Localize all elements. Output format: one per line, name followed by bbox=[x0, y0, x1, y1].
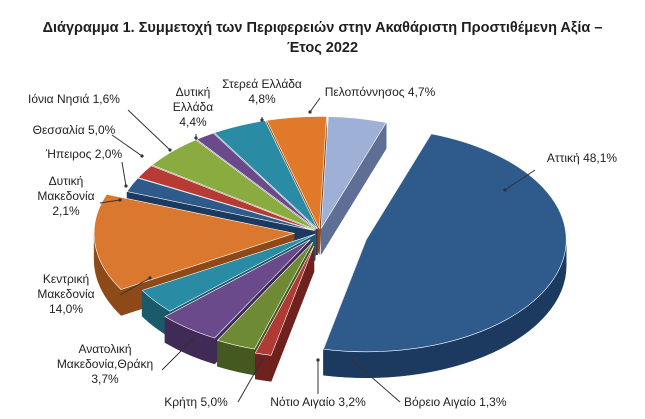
slice-label-line: 2,1% bbox=[52, 204, 80, 218]
leader-line bbox=[351, 359, 401, 403]
pie-slice bbox=[254, 245, 315, 382]
slice-label-line: 14,0% bbox=[49, 302, 83, 316]
leader-dot bbox=[168, 148, 172, 152]
slice-top bbox=[266, 116, 327, 230]
leader-line bbox=[121, 161, 127, 187]
slice-top bbox=[213, 120, 318, 229]
slice-label: Αττική 48,1% bbox=[547, 151, 618, 165]
leader-dot bbox=[148, 276, 152, 280]
slice-label-line: 4,4% bbox=[179, 115, 207, 129]
slice-label: Ήπειρος 2,0% bbox=[45, 147, 123, 161]
slice-label-line: 3,7% bbox=[91, 372, 119, 386]
slice-label: Στερεά Ελλάδα 4,8% bbox=[222, 77, 302, 106]
leader-dot bbox=[350, 358, 354, 362]
leader-line bbox=[119, 277, 151, 296]
slice-label-line: Ανατολική bbox=[78, 342, 131, 356]
slice-label: Κεντρική Μακεδονία 14,0% bbox=[37, 272, 94, 316]
slice-label: Ιόνια Νησιά 1,6% bbox=[28, 92, 120, 106]
slice-label: Ανατολική Μακεδονία,Θράκη 3,7% bbox=[57, 342, 153, 386]
slice-label-line: Αττική 48,1% bbox=[547, 151, 618, 165]
leader-dot bbox=[190, 338, 194, 342]
leader-dot bbox=[260, 358, 264, 362]
slice-label-line: Κεντρική bbox=[43, 272, 89, 286]
leader-line bbox=[99, 199, 121, 204]
slice-top bbox=[137, 165, 315, 231]
slice-label-line: Ελλάδα bbox=[173, 100, 213, 114]
leader-dot bbox=[194, 136, 198, 140]
slice-top bbox=[323, 133, 567, 353]
slice-label: Νότιο Αιγαίο 3,2% bbox=[270, 395, 366, 409]
slice-top bbox=[216, 241, 314, 350]
slice-label-line: Πελοπόννησος 4,7% bbox=[325, 85, 436, 99]
slice-top bbox=[254, 245, 315, 356]
slice-label: Δυτική Ελλάδα 4,4% bbox=[173, 85, 213, 129]
slice-label: Κρήτη 5,0% bbox=[164, 395, 228, 409]
slice-top bbox=[141, 233, 316, 312]
slice-label: Δυτική Μακεδονία 2,1% bbox=[37, 174, 94, 218]
slice-label-line: Θεσσαλία 5,0% bbox=[33, 123, 116, 137]
slice-label-line: Μακεδονία bbox=[37, 189, 94, 203]
slice-label-line: Βόρειο Αιγαίο 1,3% bbox=[404, 395, 507, 409]
slice-top bbox=[126, 177, 315, 231]
slice-label-line: Νότιο Αιγαίο 3,2% bbox=[270, 395, 366, 409]
leader-dot bbox=[140, 154, 144, 158]
leader-line bbox=[309, 97, 321, 113]
slice-top bbox=[93, 194, 296, 290]
leader-dot bbox=[124, 184, 128, 188]
slice-label: Βόρειο Αιγαίο 1,3% bbox=[404, 395, 507, 409]
slice-top bbox=[151, 139, 316, 230]
slice-label-line: Ιόνια Νησιά 1,6% bbox=[28, 92, 120, 106]
leader-dot bbox=[308, 110, 312, 114]
chart-title: Διάγραμμα 1. Συμμετοχή των Περιφερειών σ… bbox=[42, 20, 603, 36]
pie-slice bbox=[323, 132, 567, 379]
slice-top bbox=[320, 116, 387, 229]
leader-dot bbox=[316, 358, 320, 362]
leader-line bbox=[127, 109, 171, 151]
leader-line bbox=[237, 359, 263, 403]
leader-line bbox=[111, 134, 143, 157]
slice-label-line: Μακεδονία,Θράκη bbox=[57, 357, 153, 371]
slice-label-line: Κρήτη 5,0% bbox=[164, 395, 228, 409]
slice-top bbox=[164, 239, 311, 339]
slice-label-line: Στερεά Ελλάδα bbox=[222, 77, 302, 91]
leader-line bbox=[504, 169, 536, 191]
leader-dot bbox=[118, 198, 122, 202]
slice-label-line: Ήπειρος 2,0% bbox=[45, 147, 123, 161]
slice-label-line: Μακεδονία bbox=[37, 287, 94, 301]
leader-line bbox=[161, 339, 193, 371]
chart-subtitle: Έτος 2022 bbox=[286, 40, 359, 56]
slice-label-line: Δυτική bbox=[176, 85, 211, 99]
leader-dot bbox=[503, 188, 507, 192]
slice-label-line: 4,8% bbox=[248, 92, 276, 106]
slice-label-line: Δυτική bbox=[49, 174, 84, 188]
leader-dot bbox=[260, 118, 264, 122]
pie-slice bbox=[320, 116, 387, 256]
slice-label: Πελοπόννησος 4,7% bbox=[325, 85, 436, 99]
slice-label: Θεσσαλία 5,0% bbox=[33, 123, 116, 137]
